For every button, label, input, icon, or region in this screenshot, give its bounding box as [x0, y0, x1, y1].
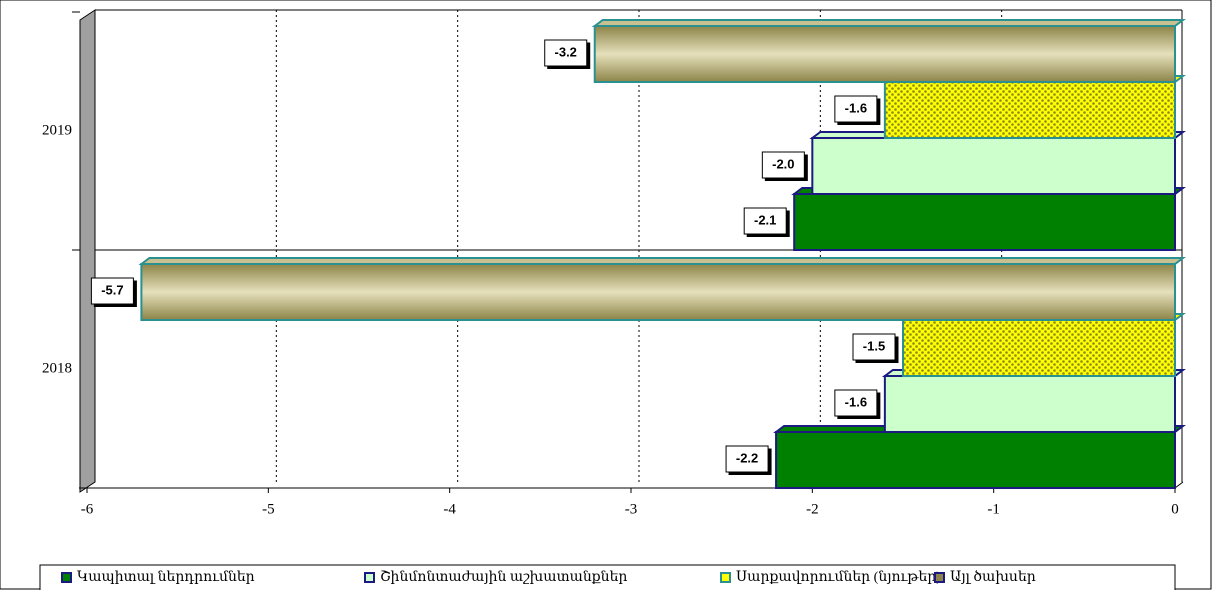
legend-label: Այլ ծախսեր [950, 569, 1036, 585]
data-label-box [90, 277, 134, 305]
data-label-box [852, 333, 896, 361]
legend-swatch [720, 572, 731, 583]
y-tick-label: 2019 [42, 122, 72, 138]
bar [902, 319, 1176, 377]
x-tick-label: -5 [262, 501, 275, 517]
bar [140, 263, 1176, 321]
bar [775, 431, 1176, 489]
data-label-box [544, 39, 588, 67]
data-label: -5.7 [101, 282, 123, 297]
bar [793, 193, 1176, 251]
legend-swatch [934, 572, 945, 583]
x-tick-label: -3 [625, 501, 638, 517]
data-label: -2.1 [754, 212, 776, 227]
x-tick-label: 0 [1171, 501, 1179, 517]
legend-swatch [61, 572, 72, 583]
side-wall [79, 9, 96, 493]
y-tick-label: 2018 [42, 360, 72, 376]
legend-label: Կապիտալ ներդրումներ [77, 570, 255, 585]
data-label-box [834, 389, 878, 417]
x-tick-label: -2 [806, 501, 819, 517]
bar [883, 375, 1176, 433]
legend-label: Սարքավորումներ (նյութեր) [736, 570, 941, 585]
data-label-box [761, 151, 805, 179]
data-label: -1.5 [863, 338, 885, 353]
x-axis-3d [1174, 481, 1184, 489]
data-label: -2.0 [772, 156, 794, 171]
data-label-box [834, 95, 878, 123]
x-tick-label: -6 [81, 501, 94, 517]
x-tick-label: -1 [987, 501, 1000, 517]
data-label: -3.2 [555, 44, 577, 59]
bar [883, 81, 1176, 139]
legend-box [39, 564, 1176, 590]
bar [811, 137, 1176, 195]
data-label-box [743, 207, 787, 235]
data-label-box [725, 445, 769, 473]
data-label: -2.2 [736, 450, 758, 465]
bar [593, 25, 1176, 83]
data-label: -1.6 [845, 394, 867, 409]
legend-label: Շինմոնտաժային աշխատանքներ [380, 570, 627, 585]
legend-swatch [364, 572, 375, 583]
x-tick-label: -4 [443, 501, 456, 517]
data-label: -1.6 [845, 100, 867, 115]
